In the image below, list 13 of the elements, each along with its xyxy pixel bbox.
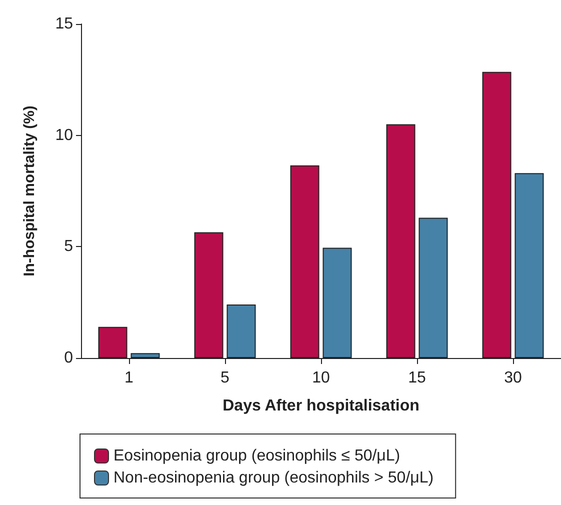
- y-tick-label: 5: [64, 238, 74, 256]
- x-axis-title: Days After hospitalisation: [222, 398, 420, 414]
- x-tick-label: 30: [504, 370, 522, 386]
- x-tick-label: 15: [408, 370, 426, 386]
- y-tick-label: 15: [55, 16, 74, 32]
- x-tick-label: 10: [312, 370, 330, 386]
- y-tick-label: 10: [55, 126, 74, 144]
- x-tick-label: 1: [124, 370, 134, 386]
- legend-label: Eosinopenia group (eosinophils ≤ 50/μL): [114, 448, 400, 464]
- legend-label: Non-eosinopenia group (eosinophils > 50/μL): [114, 470, 434, 486]
- y-axis-title: In-hospital mortality (%): [21, 106, 38, 276]
- y-tick-label: 0: [64, 350, 74, 366]
- x-tick-label: 5: [220, 370, 230, 386]
